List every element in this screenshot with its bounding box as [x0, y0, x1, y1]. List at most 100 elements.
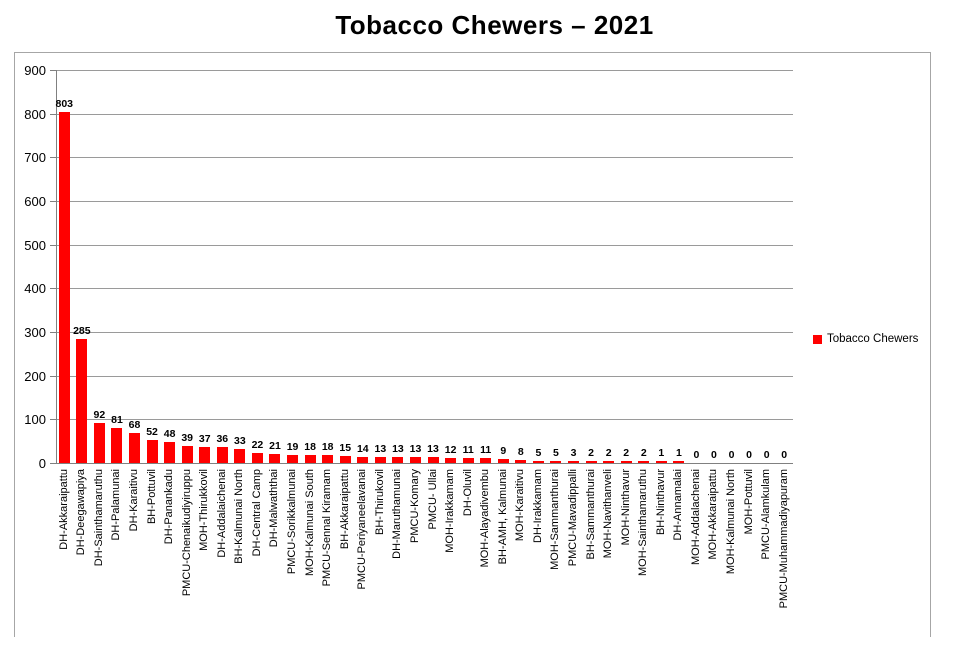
- bar-value-label: 0: [728, 449, 735, 461]
- category-label: DH-Central Camp: [250, 469, 263, 557]
- bar: [480, 458, 492, 463]
- gridline: [55, 332, 793, 333]
- bar-value-label: 1: [675, 447, 682, 459]
- gridline: [55, 157, 793, 159]
- y-axis-tick: [50, 288, 56, 290]
- y-tick-label: 800: [24, 106, 46, 122]
- y-axis-tick: [50, 332, 56, 333]
- bar-value-label: 12: [444, 443, 457, 456]
- bar-value-label: 8: [517, 445, 524, 458]
- x-axis-line: [55, 463, 793, 464]
- bar: [445, 457, 457, 463]
- category-label: MOH-Alayadivembu: [479, 469, 492, 568]
- bar: [585, 461, 597, 463]
- legend-swatch-icon: [813, 334, 822, 344]
- bar-value-label: 18: [304, 441, 316, 454]
- bar: [515, 459, 527, 463]
- bar-value-label: 2: [640, 447, 647, 459]
- category-label: DH-Akkaraipattu: [57, 469, 70, 550]
- category-label: MOH-Akkaraipattu: [707, 469, 720, 560]
- bar: [497, 459, 509, 463]
- y-axis-tick: [50, 157, 56, 159]
- bar-value-label: 11: [480, 444, 492, 457]
- bar: [462, 458, 474, 463]
- category-label: MOH-Karaitivu: [514, 469, 527, 542]
- category-label: MOH-Kalmunai North: [725, 469, 738, 575]
- bar: [568, 461, 579, 463]
- category-label: BH-Sammanthurai: [584, 469, 597, 560]
- bar-value-label: 13: [409, 443, 422, 456]
- chart-title: Tobacco Chewers – 2021: [335, 10, 654, 40]
- bar-value-label: 14: [356, 442, 369, 455]
- bar-value-label: 0: [711, 449, 717, 461]
- category-label: PMCU-Sorikkalmunai: [286, 469, 299, 575]
- bar-value-label: 48: [163, 428, 176, 441]
- category-label: DH-Oluvil: [461, 469, 474, 517]
- bar-value-label: 13: [374, 443, 387, 456]
- bar: [199, 446, 211, 463]
- bar: [216, 447, 228, 463]
- bar-value-label: 39: [181, 431, 194, 444]
- bar-value-label: 285: [73, 324, 91, 337]
- category-label: DH-Karaitivu: [128, 469, 141, 532]
- category-label: MOH-Sammanthurai: [549, 469, 562, 570]
- y-tick-label: 400: [24, 281, 46, 297]
- bar: [287, 454, 299, 463]
- bar-value-label: 5: [553, 446, 559, 459]
- category-label: MOH-Pottuvil: [742, 469, 755, 535]
- category-label: PMCU-Alamkulam: [760, 469, 773, 560]
- bar-value-label: 2: [623, 447, 630, 459]
- bar: [673, 461, 685, 463]
- category-label: DH-Sainthamaruthu: [92, 469, 105, 567]
- category-label: BH-Kalmunai North: [233, 469, 246, 564]
- bar: [129, 433, 141, 463]
- bar-value-label: 81: [111, 413, 123, 426]
- bar: [655, 461, 667, 463]
- bar: [76, 338, 88, 463]
- category-label: DH-Panankadu: [163, 469, 176, 545]
- bar-value-label: 13: [392, 443, 404, 456]
- category-label: BH-Thirukovil: [373, 469, 386, 536]
- bar-value-label: 0: [693, 449, 700, 461]
- y-axis-tick: [50, 113, 56, 115]
- bar: [550, 460, 562, 463]
- bar-value-label: 13: [427, 443, 439, 456]
- category-label: PMCU-Periyaneelavanai: [356, 469, 369, 590]
- bar-value-label: 1: [658, 447, 665, 459]
- legend-label: Tobacco Chewers: [827, 333, 919, 345]
- category-label: MOH-Thirukkovil: [198, 469, 211, 551]
- gridline: [55, 288, 793, 290]
- bar: [427, 457, 439, 463]
- bar-value-label: 2: [588, 447, 594, 459]
- y-tick-label: 600: [24, 194, 46, 209]
- bar-value-label: 9: [500, 445, 507, 458]
- bar: [58, 112, 70, 463]
- category-label: DH-Addalaichenai: [215, 469, 228, 558]
- category-label: PMCU-Sennal Kiramam: [321, 469, 334, 587]
- category-label: DH-Annamalai: [672, 469, 685, 541]
- bar: [357, 456, 369, 463]
- category-label: DH-Maruthamunai: [391, 469, 404, 559]
- bar: [146, 440, 158, 463]
- y-tick-label: 900: [24, 63, 46, 78]
- category-label: MOH-Addalachenai: [689, 469, 702, 565]
- bar-value-label: 21: [269, 439, 281, 452]
- category-label: PMCU-Komary: [408, 469, 421, 543]
- y-tick-label: 100: [24, 412, 46, 428]
- category-label: BH-AMH, Kalmunai: [496, 469, 509, 565]
- legend: Tobacco Chewers: [813, 333, 918, 345]
- y-axis-tick: [50, 375, 56, 377]
- bar-value-label: 37: [198, 432, 211, 445]
- gridline: [55, 375, 793, 377]
- category-label: BH-Pottuvil: [145, 469, 158, 525]
- bar-value-label: 2: [605, 447, 612, 459]
- category-label: PMCU-Chenaikudiyiruppu: [180, 469, 193, 597]
- bar-value-label: 22: [251, 439, 264, 452]
- bar-value-label: 15: [339, 442, 352, 455]
- category-label: DH-Deegawapiya: [75, 469, 88, 556]
- category-label: PMCU-Muhammadiyapuram: [777, 469, 790, 609]
- bar: [322, 455, 334, 463]
- category-label: MOH-Irakkamam: [444, 469, 457, 553]
- y-tick-label: 700: [24, 150, 46, 166]
